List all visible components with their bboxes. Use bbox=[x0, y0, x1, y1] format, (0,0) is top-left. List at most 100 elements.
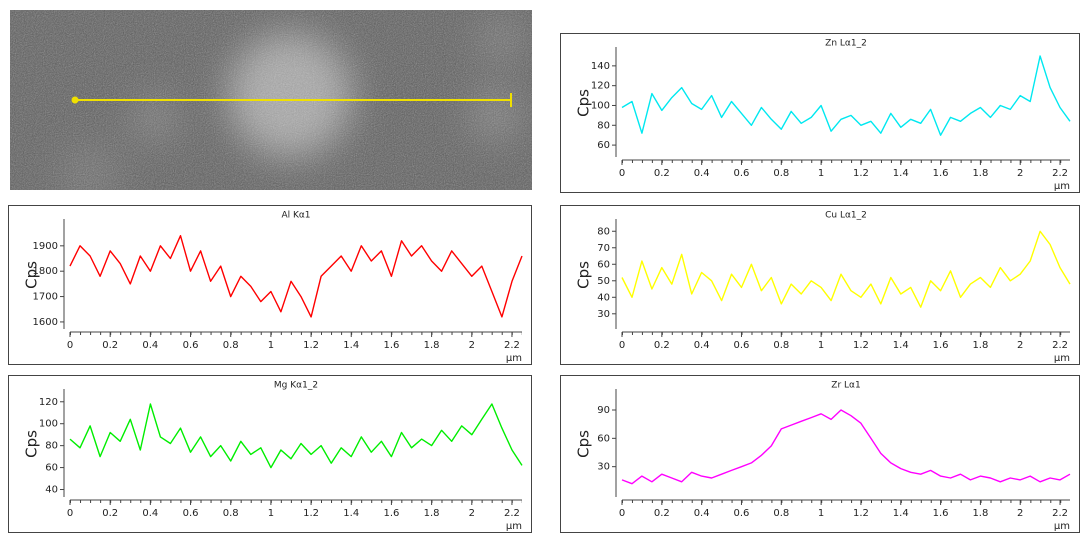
x-tick-label: 2 bbox=[1017, 340, 1023, 351]
x-tick-label: 1 bbox=[818, 340, 824, 351]
y-tick-label: 40 bbox=[45, 485, 58, 496]
x-tick-label: 1.2 bbox=[303, 508, 319, 519]
x-tick-label: 1.4 bbox=[893, 340, 909, 351]
x-tick-label: 0.8 bbox=[773, 340, 789, 351]
x-tick-label: 1.4 bbox=[343, 508, 359, 519]
y-axis-label: Cps bbox=[23, 430, 41, 458]
y-tick-label: 120 bbox=[591, 81, 610, 92]
x-tick-label: 0.6 bbox=[734, 168, 750, 179]
panel-frame bbox=[560, 205, 1080, 365]
x-tick-label: 0.8 bbox=[223, 340, 239, 351]
x-tick-label: 0.2 bbox=[654, 340, 670, 351]
y-axis-label: Cps bbox=[23, 261, 41, 289]
x-axis-label: µm bbox=[1054, 521, 1070, 532]
x-tick-label: 0.8 bbox=[773, 508, 789, 519]
x-tick-label: 1.6 bbox=[383, 508, 399, 519]
y-axis-label: Cps bbox=[575, 261, 593, 289]
x-tick-label: 1.6 bbox=[933, 508, 949, 519]
x-tick-label: 2 bbox=[1017, 168, 1023, 179]
y-tick-label: 40 bbox=[597, 292, 610, 303]
x-tick-label: 0 bbox=[619, 508, 625, 519]
x-tick-label: 0.6 bbox=[183, 340, 199, 351]
y-tick-label: 30 bbox=[597, 309, 610, 320]
y-axis-label: Cps bbox=[575, 89, 593, 117]
chart-panel: Al Kα1 Cps µm 1600 1700 1800 1900 0 0.2 0.4 0.6 0.8… bbox=[8, 205, 532, 365]
x-tick-label: 1.4 bbox=[893, 168, 909, 179]
x-tick-label: 1.8 bbox=[424, 508, 440, 519]
x-tick-label: 1.2 bbox=[853, 340, 869, 351]
x-tick-label: 0.2 bbox=[102, 340, 118, 351]
y-tick-label: 60 bbox=[597, 140, 610, 151]
x-tick-label: 0 bbox=[67, 340, 73, 351]
chart-title: Zr Lα1 bbox=[831, 381, 860, 391]
y-tick-label: 60 bbox=[45, 463, 58, 474]
x-tick-label: 1.8 bbox=[424, 340, 440, 351]
x-axis-label: µm bbox=[1054, 353, 1070, 364]
y-tick-label: 80 bbox=[597, 120, 610, 131]
panel-frame bbox=[8, 205, 532, 365]
y-tick-label: 140 bbox=[591, 61, 610, 72]
chart-title: Cu Lα1_2 bbox=[825, 211, 867, 221]
x-tick-label: 1.4 bbox=[893, 508, 909, 519]
data-line bbox=[621, 55, 1071, 136]
y-tick-label: 120 bbox=[39, 397, 58, 408]
y-tick-label: 90 bbox=[597, 405, 610, 416]
y-tick-label: 1900 bbox=[33, 241, 58, 252]
y-tick-label: 1800 bbox=[33, 266, 58, 277]
x-tick-label: 2.2 bbox=[504, 508, 520, 519]
x-tick-label: 0.8 bbox=[773, 168, 789, 179]
x-tick-label: 2 bbox=[469, 508, 475, 519]
x-tick-label: 2.2 bbox=[1052, 168, 1068, 179]
data-line bbox=[69, 235, 523, 318]
y-tick-label: 80 bbox=[597, 226, 610, 237]
y-tick-label: 100 bbox=[591, 100, 610, 111]
y-tick-label: 70 bbox=[597, 243, 610, 254]
x-tick-label: 0.2 bbox=[654, 168, 670, 179]
y-tick-label: 1600 bbox=[33, 317, 58, 328]
data-line bbox=[621, 230, 1071, 308]
x-tick-label: 1.6 bbox=[933, 340, 949, 351]
chart-panel: Zr Lα1 Cps µm 30 60 90 0 0.2 0.4 0.6 0.8 1 1.2 1.4 1.6… bbox=[560, 375, 1080, 533]
x-tick-label: 1 bbox=[818, 168, 824, 179]
y-tick-label: 100 bbox=[39, 419, 58, 430]
x-tick-label: 1.8 bbox=[972, 340, 988, 351]
x-tick-label: 0.4 bbox=[694, 168, 710, 179]
y-tick-label: 30 bbox=[597, 462, 610, 473]
x-tick-label: 1 bbox=[268, 340, 274, 351]
y-tick-label: 50 bbox=[597, 276, 610, 287]
x-axis-label: µm bbox=[506, 521, 522, 532]
x-tick-label: 1.2 bbox=[853, 508, 869, 519]
x-tick-label: 1.2 bbox=[853, 168, 869, 179]
x-tick-label: 1.8 bbox=[972, 508, 988, 519]
x-tick-label: 0.4 bbox=[694, 340, 710, 351]
x-axis-label: µm bbox=[506, 353, 522, 364]
chart-panel: Zn Lα1_2 Cps µm 60 80 100 120 140 0 0.2 0.4 0.6 0.8 1… bbox=[560, 33, 1080, 193]
x-tick-label: 0.6 bbox=[183, 508, 199, 519]
x-tick-label: 2.2 bbox=[1052, 340, 1068, 351]
x-tick-label: 0.8 bbox=[223, 508, 239, 519]
x-tick-label: 1 bbox=[818, 508, 824, 519]
x-tick-label: 0 bbox=[67, 508, 73, 519]
panel-frame bbox=[8, 375, 532, 533]
x-tick-label: 0.4 bbox=[142, 508, 158, 519]
x-tick-label: 2 bbox=[1017, 508, 1023, 519]
chart-title: Al Kα1 bbox=[281, 211, 310, 221]
x-tick-label: 0 bbox=[619, 168, 625, 179]
x-tick-label: 0.2 bbox=[654, 508, 670, 519]
data-line bbox=[69, 403, 523, 469]
x-tick-label: 1 bbox=[268, 508, 274, 519]
x-tick-label: 0.2 bbox=[102, 508, 118, 519]
x-axis-label: µm bbox=[1054, 181, 1070, 192]
x-tick-label: 1.4 bbox=[343, 340, 359, 351]
x-tick-label: 2.2 bbox=[1052, 508, 1068, 519]
y-tick-label: 60 bbox=[597, 259, 610, 270]
sem-image bbox=[10, 10, 532, 190]
x-tick-label: 0.4 bbox=[694, 508, 710, 519]
x-tick-label: 1.2 bbox=[303, 340, 319, 351]
y-tick-label: 80 bbox=[45, 441, 58, 452]
x-tick-label: 1.6 bbox=[933, 168, 949, 179]
data-line bbox=[621, 409, 1071, 485]
y-tick-label: 1700 bbox=[33, 292, 58, 303]
chart-panel: Cu Lα1_2 Cps µm 30 40 50 60 70 80 0 0.2 0.4 0.6 0.8 1 1… bbox=[560, 205, 1080, 365]
